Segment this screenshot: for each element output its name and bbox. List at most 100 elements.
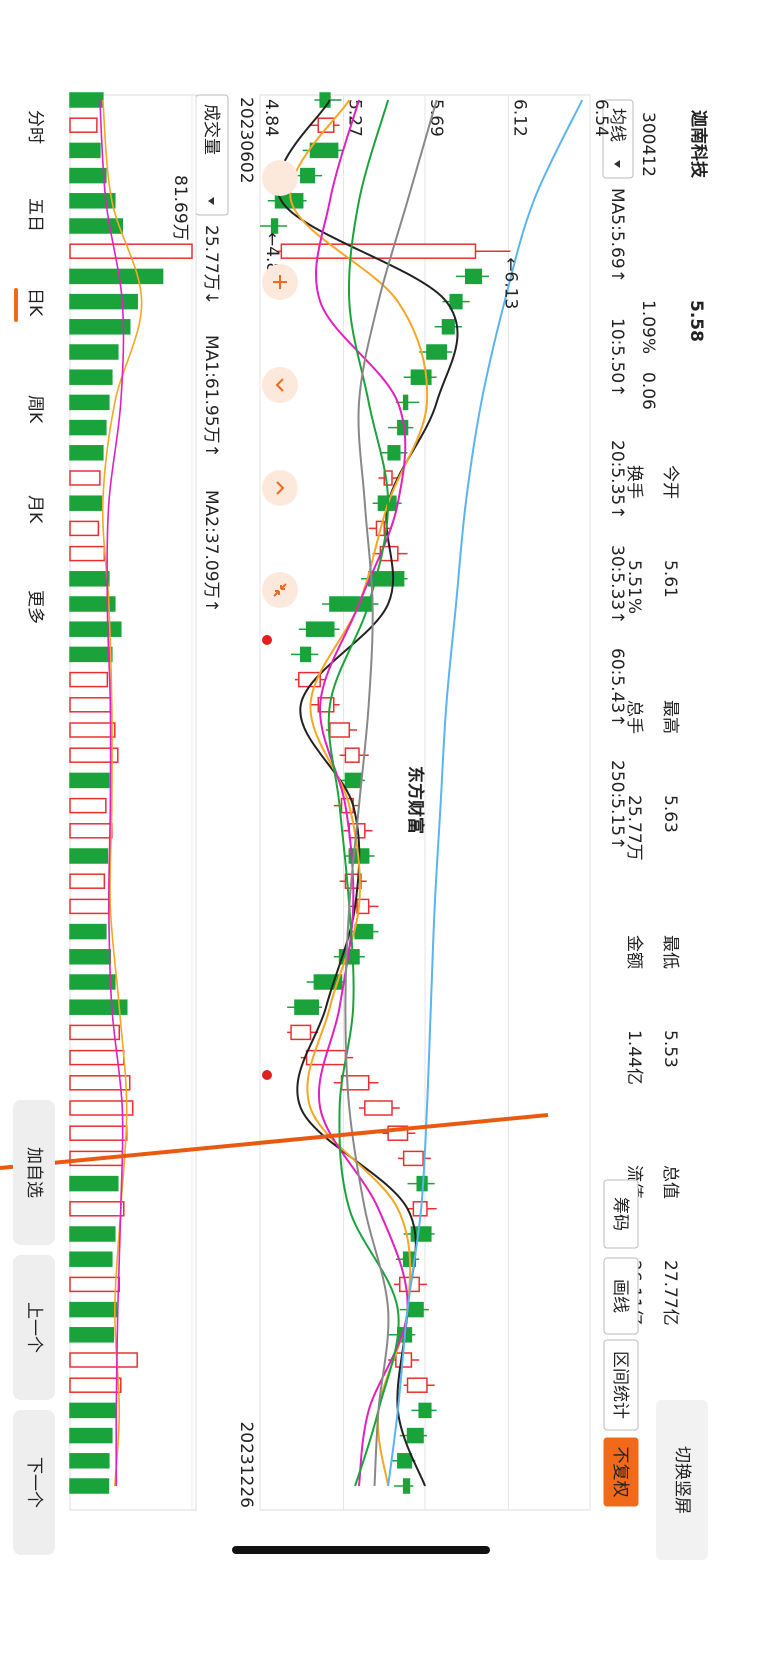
- candle-body: [402, 1150, 424, 1167]
- ma-line: [327, 99, 400, 1487]
- volume-bar: [69, 167, 107, 184]
- marker-dot: [262, 1070, 272, 1080]
- dropdown-icon: [614, 160, 620, 168]
- volume-bar: [69, 671, 109, 688]
- candle-body: [300, 167, 316, 184]
- volume-bar: [69, 520, 100, 537]
- candle-body: [406, 1377, 428, 1393]
- volume-title[interactable]: 成交量: [201, 104, 221, 155]
- period-tab[interactable]: 周K: [25, 395, 45, 424]
- side-button[interactable]: [13, 1255, 55, 1400]
- y-tick-label: 6.54: [591, 99, 611, 137]
- volume-bar: [69, 772, 110, 789]
- volume-bar: [69, 394, 110, 411]
- stat-label: 总手: [624, 700, 644, 734]
- stock-code: 300412: [638, 112, 658, 177]
- period-tab[interactable]: 日K: [25, 288, 45, 317]
- candle-body: [406, 1301, 424, 1318]
- volume-bar: [69, 923, 107, 940]
- candle-body: [280, 243, 477, 259]
- period-tab[interactable]: 五日: [25, 198, 45, 232]
- ma-line: [387, 99, 584, 1487]
- ma-button-label[interactable]: 均线: [607, 108, 627, 142]
- candle-body: [319, 92, 331, 108]
- candle-body: [300, 646, 312, 663]
- volume-bar: [69, 722, 116, 738]
- volume-bar: [69, 823, 113, 839]
- volume-ma-legend: MA2:37.09万↑: [201, 490, 221, 613]
- candle-body: [340, 1075, 370, 1091]
- side-button[interactable]: [13, 1100, 55, 1245]
- volume-bar: [69, 1075, 131, 1091]
- candle-body: [364, 1100, 393, 1116]
- candle-body: [387, 445, 401, 461]
- stat-value: 5.51%: [624, 560, 644, 614]
- stat-label: 最高: [660, 700, 680, 734]
- candle-body: [402, 1478, 411, 1494]
- volume-bar: [69, 445, 104, 461]
- tool-button[interactable]: [603, 1179, 639, 1249]
- volume-bar: [69, 1453, 110, 1469]
- x-tick-label: 20230602: [236, 97, 256, 184]
- volume-bar: [69, 495, 103, 511]
- tool-button[interactable]: [603, 1339, 639, 1431]
- ma-legend: 10:5.50↑: [607, 318, 627, 397]
- volume-bar: [69, 218, 124, 234]
- candle-body: [406, 1427, 424, 1444]
- tool-label[interactable]: 区间统计: [610, 1351, 630, 1419]
- volume-bar: [69, 621, 122, 637]
- volume-bar: [69, 142, 101, 159]
- ma-legend: 60:5.43↑: [607, 648, 627, 727]
- tool-button[interactable]: [603, 1437, 639, 1507]
- period-tab[interactable]: 月K: [25, 495, 45, 524]
- ma-button[interactable]: [602, 99, 634, 179]
- period-tab[interactable]: 更多: [25, 590, 45, 624]
- volume-bar: [69, 1327, 115, 1343]
- volume-bar: [69, 268, 164, 285]
- stat-label: 金额: [624, 935, 644, 969]
- candle-body: [317, 117, 335, 133]
- watermark: 东方财富: [405, 766, 426, 834]
- candle-body: [426, 344, 448, 360]
- nav-button[interactable]: [262, 572, 298, 608]
- tool-button[interactable]: [603, 1257, 639, 1335]
- volume-bar: [69, 1276, 121, 1293]
- ma-legend: 30:5.33↑: [607, 545, 627, 624]
- volume-bar: [69, 369, 113, 385]
- change-pct: 1.09%: [638, 300, 658, 354]
- nav-button[interactable]: [262, 367, 298, 403]
- candle-body: [309, 142, 339, 159]
- nav-button[interactable]: [262, 470, 298, 506]
- switch-button[interactable]: [656, 1400, 708, 1560]
- stat-label: 最低: [660, 935, 680, 969]
- switch-label[interactable]: 切换竖屏: [672, 1446, 692, 1514]
- side-button-label[interactable]: 加自选: [24, 1147, 44, 1198]
- side-button[interactable]: [13, 1410, 55, 1555]
- y-tick-label: 4.84: [261, 99, 281, 137]
- volume-ma-line: [101, 99, 143, 1487]
- side-button-label[interactable]: 下一个: [24, 1457, 44, 1508]
- stat-value: 25.77万: [624, 795, 644, 861]
- side-button-label[interactable]: 上一个: [24, 1302, 44, 1353]
- tool-label[interactable]: 不复权: [610, 1447, 630, 1498]
- volume-bar: [69, 1024, 121, 1041]
- stat-value: 5.61: [660, 560, 680, 598]
- tool-label[interactable]: 画线: [610, 1279, 630, 1313]
- candle-body: [344, 772, 362, 789]
- dropdown-icon: [208, 197, 214, 205]
- nav-icon: [273, 275, 287, 289]
- nav-icon: [276, 481, 285, 495]
- period-tab[interactable]: 分时: [25, 110, 45, 144]
- candle-body: [397, 1453, 413, 1469]
- tool-label[interactable]: 筹码: [610, 1197, 630, 1231]
- volume-bar: [69, 1377, 122, 1393]
- volume-bar: [69, 319, 131, 335]
- volume-bar: [69, 1478, 110, 1494]
- y-tick-label: 5.27: [344, 99, 364, 137]
- nav-button[interactable]: [262, 160, 298, 196]
- stat-value: 27.77亿: [660, 1260, 680, 1326]
- volume-bar: [69, 797, 107, 814]
